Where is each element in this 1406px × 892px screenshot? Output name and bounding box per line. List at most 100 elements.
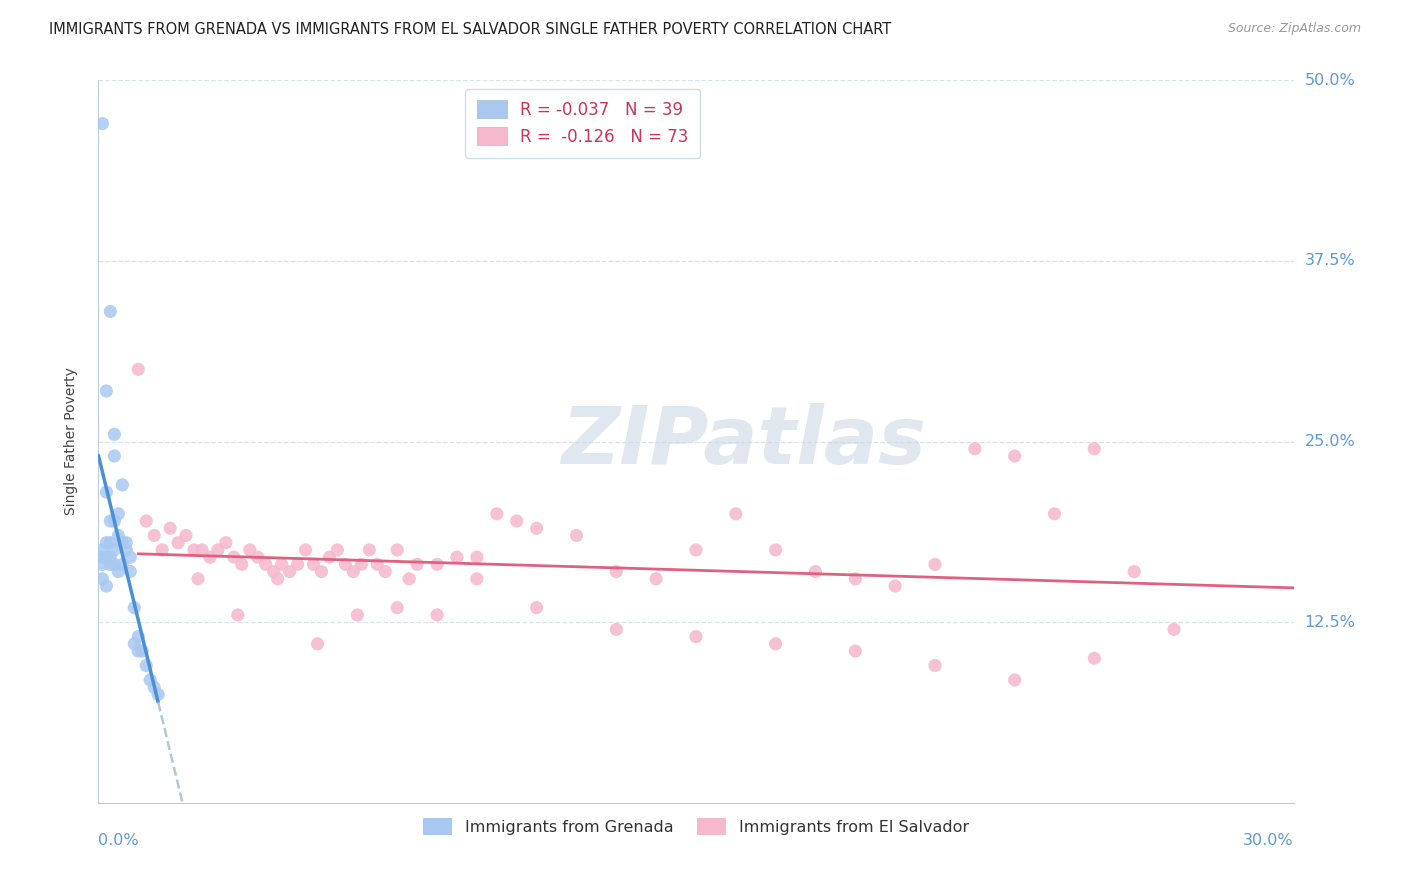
Point xyxy=(222,550,245,565)
Point xyxy=(91,117,114,131)
Point xyxy=(111,535,134,549)
Point xyxy=(1163,623,1185,637)
Point xyxy=(346,607,368,622)
Point xyxy=(226,607,249,622)
Point xyxy=(446,550,468,565)
Point xyxy=(326,542,349,557)
Point xyxy=(96,579,118,593)
Point xyxy=(131,644,153,658)
Point xyxy=(565,528,588,542)
Point xyxy=(263,565,285,579)
Point xyxy=(120,550,142,565)
Point xyxy=(246,550,269,565)
Point xyxy=(645,572,668,586)
Point xyxy=(91,550,114,565)
Point xyxy=(127,630,149,644)
Point xyxy=(302,558,325,572)
Point xyxy=(107,507,129,521)
Point xyxy=(124,637,146,651)
Text: 12.5%: 12.5% xyxy=(1305,615,1355,630)
Point xyxy=(267,572,290,586)
Point xyxy=(111,478,134,492)
Point xyxy=(465,550,488,565)
Point xyxy=(765,637,787,651)
Point xyxy=(103,449,125,463)
Point xyxy=(254,558,277,572)
Point xyxy=(385,542,409,557)
Point xyxy=(159,521,181,535)
Point xyxy=(605,565,627,579)
Point xyxy=(207,542,229,557)
Text: IMMIGRANTS FROM GRENADA VS IMMIGRANTS FROM EL SALVADOR SINGLE FATHER POVERTY COR: IMMIGRANTS FROM GRENADA VS IMMIGRANTS FR… xyxy=(49,22,891,37)
Point xyxy=(124,600,146,615)
Text: 30.0%: 30.0% xyxy=(1243,833,1294,848)
Point xyxy=(98,535,122,549)
Point xyxy=(765,542,787,557)
Point xyxy=(366,558,388,572)
Point xyxy=(1004,673,1026,687)
Point xyxy=(359,542,381,557)
Point xyxy=(374,565,396,579)
Point xyxy=(844,572,866,586)
Point xyxy=(350,558,373,572)
Point xyxy=(127,644,149,658)
Point xyxy=(115,542,138,557)
Point xyxy=(150,542,173,557)
Point xyxy=(685,542,707,557)
Point xyxy=(605,623,627,637)
Point xyxy=(98,514,122,528)
Point xyxy=(183,542,205,557)
Point xyxy=(148,687,170,701)
Point xyxy=(91,558,114,572)
Point xyxy=(485,507,508,521)
Point xyxy=(1083,651,1105,665)
Text: 25.0%: 25.0% xyxy=(1305,434,1355,449)
Point xyxy=(98,550,122,565)
Point xyxy=(685,630,707,644)
Point xyxy=(924,658,946,673)
Point xyxy=(924,558,946,572)
Point xyxy=(91,572,114,586)
Point xyxy=(103,427,125,442)
Point xyxy=(107,565,129,579)
Point xyxy=(191,542,214,557)
Point xyxy=(398,572,420,586)
Text: Source: ZipAtlas.com: Source: ZipAtlas.com xyxy=(1227,22,1361,36)
Point xyxy=(278,565,301,579)
Point xyxy=(231,558,253,572)
Point xyxy=(107,528,129,542)
Point xyxy=(96,384,118,398)
Point xyxy=(127,362,149,376)
Point xyxy=(135,514,157,528)
Point xyxy=(506,514,529,528)
Point xyxy=(103,558,125,572)
Point xyxy=(115,535,138,549)
Point xyxy=(98,304,122,318)
Point xyxy=(111,558,134,572)
Point xyxy=(884,579,907,593)
Point xyxy=(120,565,142,579)
Point xyxy=(215,535,238,549)
Point xyxy=(143,528,166,542)
Point xyxy=(270,558,292,572)
Point xyxy=(174,528,197,542)
Point xyxy=(844,644,866,658)
Y-axis label: Single Father Poverty: Single Father Poverty xyxy=(63,368,77,516)
Point xyxy=(1004,449,1026,463)
Point xyxy=(1043,507,1066,521)
Point xyxy=(426,607,449,622)
Point xyxy=(198,550,221,565)
Point xyxy=(406,558,429,572)
Text: 50.0%: 50.0% xyxy=(1305,73,1355,87)
Point xyxy=(465,572,488,586)
Point xyxy=(239,542,262,557)
Point xyxy=(311,565,333,579)
Point xyxy=(135,658,157,673)
Point xyxy=(187,572,209,586)
Point xyxy=(804,565,827,579)
Text: 37.5%: 37.5% xyxy=(1305,253,1355,268)
Point xyxy=(724,507,747,521)
Point xyxy=(91,542,114,557)
Point xyxy=(96,485,118,500)
Point xyxy=(1123,565,1146,579)
